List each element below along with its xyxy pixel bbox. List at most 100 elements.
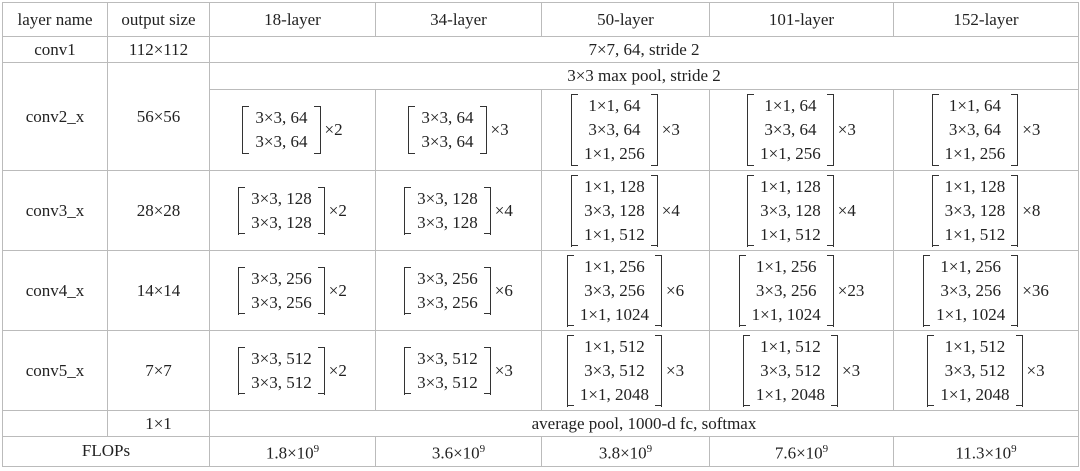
bracket: 1×1, 64 3×3, 64 1×1, 256 bbox=[931, 94, 1019, 166]
table-row: 1×1 average pool, 1000-d fc, softmax bbox=[2, 410, 1079, 437]
flops-cell: 3.8×109 bbox=[541, 436, 710, 467]
layer-spec: 1×1, 512 bbox=[760, 224, 821, 244]
header-cell: 101-layer bbox=[709, 2, 894, 37]
block: 1×1, 512 3×3, 512 1×1, 2048 ×3 bbox=[566, 334, 685, 407]
block: 3×3, 64 3×3, 64 ×3 bbox=[408, 106, 509, 154]
layer-spec: 3×3, 128 bbox=[760, 200, 821, 220]
repeat: ×3 bbox=[837, 120, 856, 139]
block-cell: 3×3, 512 3×3, 512 ×2 bbox=[209, 330, 376, 411]
layer-spec: 3×3, 512 bbox=[944, 360, 1006, 380]
flops-cell: 3.6×109 bbox=[375, 436, 542, 467]
header-cell: 50-layer bbox=[541, 2, 710, 37]
block: 3×3, 128 3×3, 128 ×2 bbox=[238, 186, 347, 235]
bracket: 1×1, 256 3×3, 256 1×1, 1024 bbox=[923, 254, 1019, 327]
header-cell: 152-layer bbox=[893, 2, 1079, 37]
bracket: 3×3, 128 3×3, 128 bbox=[238, 186, 325, 235]
repeat: ×3 bbox=[1022, 120, 1041, 139]
layer-name: conv2_x bbox=[2, 62, 108, 171]
block-cell: 3×3, 128 3×3, 128 ×4 bbox=[375, 170, 542, 251]
repeat: ×4 bbox=[494, 200, 513, 220]
spec-cell: 7×7, 64, stride 2 bbox=[209, 36, 1079, 63]
table-row: layer name output size 18-layer 34-layer 50-… bbox=[2, 2, 1079, 37]
layer-spec: 3×3, 256 bbox=[584, 280, 645, 300]
layer-spec: 1×1, 256 bbox=[584, 144, 645, 163]
layer-spec: 1×1, 1024 bbox=[936, 304, 1006, 324]
layer-spec: 3×3, 512 bbox=[251, 348, 312, 368]
layer-spec: 1×1, 64 bbox=[948, 96, 1001, 115]
layer-spec: 3×3, 256 bbox=[940, 280, 1001, 300]
block: 3×3, 512 3×3, 512 ×3 bbox=[404, 346, 513, 395]
header-cell: layer name bbox=[2, 2, 108, 37]
repeat: ×2 bbox=[328, 200, 347, 220]
repeat: ×3 bbox=[490, 120, 509, 139]
block: 1×1, 256 3×3, 256 1×1, 1024 ×23 bbox=[738, 254, 864, 327]
block: 3×3, 256 3×3, 256 ×2 bbox=[238, 266, 347, 315]
layer-spec: 1×1, 128 bbox=[760, 176, 821, 196]
repeat: ×36 bbox=[1022, 280, 1049, 300]
layer-spec: 1×1, 64 bbox=[764, 96, 817, 115]
block: 3×3, 256 3×3, 256 ×6 bbox=[404, 266, 513, 315]
bracket: 1×1, 128 3×3, 128 1×1, 512 bbox=[747, 174, 834, 247]
layer-spec: 3×3, 128 bbox=[251, 188, 312, 208]
block: 1×1, 128 3×3, 128 1×1, 512 ×8 bbox=[931, 174, 1040, 247]
repeat: ×6 bbox=[666, 280, 685, 300]
repeat: ×3 bbox=[842, 360, 861, 380]
block-cell: 1×1, 256 3×3, 256 1×1, 1024 ×23 bbox=[709, 250, 894, 331]
block-cell: 1×1, 512 3×3, 512 1×1, 2048 ×3 bbox=[893, 330, 1079, 411]
layer-spec: 3×3, 64 bbox=[764, 120, 817, 139]
bracket: 1×1, 128 3×3, 128 1×1, 512 bbox=[931, 174, 1019, 247]
layer-spec: 3×3, 256 bbox=[755, 280, 817, 300]
repeat: ×4 bbox=[661, 200, 680, 220]
layer-spec: 1×1, 256 bbox=[760, 144, 821, 163]
layer-spec: 3×3, 64 bbox=[588, 120, 641, 139]
spec-cell: 3×3 max pool, stride 2 bbox=[209, 62, 1079, 90]
flops-base: 11.3×10 bbox=[955, 443, 1012, 463]
header-cell: 34-layer bbox=[375, 2, 542, 37]
output-size: 7×7 bbox=[107, 330, 210, 411]
layer-spec: 3×3, 128 bbox=[584, 200, 645, 220]
layer-name bbox=[2, 410, 108, 437]
layer-spec: 3×3, 64 bbox=[255, 108, 308, 127]
block-cell: 1×1, 64 3×3, 64 1×1, 256 ×3 bbox=[541, 89, 710, 171]
table-row: FLOPs 1.8×109 3.6×109 3.8×109 7.6×109 11.3×10… bbox=[2, 436, 1079, 467]
table-row: conv2_x 56×56 3×3 max pool, stride 2 bbox=[2, 62, 1079, 171]
block: 1×1, 512 3×3, 512 1×1, 2048 ×3 bbox=[742, 334, 861, 407]
block-cell: 1×1, 256 3×3, 256 1×1, 1024 ×6 bbox=[541, 250, 710, 331]
block: 3×3, 128 3×3, 128 ×4 bbox=[404, 186, 513, 235]
layer-spec: 1×1, 1024 bbox=[579, 304, 649, 324]
block: 1×1, 128 3×3, 128 1×1, 512 ×4 bbox=[571, 174, 680, 247]
block-cell: 1×1, 128 3×3, 128 1×1, 512 ×4 bbox=[541, 170, 710, 251]
repeat: ×3 bbox=[666, 360, 685, 380]
block: 1×1, 128 3×3, 128 1×1, 512 ×4 bbox=[747, 174, 856, 247]
layer-spec: 3×3, 512 bbox=[417, 372, 478, 392]
bracket: 1×1, 256 3×3, 256 1×1, 1024 bbox=[566, 254, 662, 327]
output-size: 28×28 bbox=[107, 170, 210, 251]
table-row: conv4_x 14×14 3×3, 256 3×3, 256 ×2 3×3, 256 3×… bbox=[2, 250, 1079, 331]
layer-name: conv5_x bbox=[2, 330, 108, 411]
layer-spec: 3×3, 256 bbox=[251, 292, 312, 312]
layer-spec: 3×3, 256 bbox=[417, 268, 478, 288]
repeat: ×3 bbox=[1026, 360, 1045, 380]
repeat: ×3 bbox=[661, 120, 680, 139]
bracket: 3×3, 512 3×3, 512 bbox=[404, 346, 491, 395]
layer-name: conv1 bbox=[2, 36, 108, 63]
layer-spec: 1×1, 2048 bbox=[755, 384, 825, 404]
flops-base: 7.6×10 bbox=[774, 443, 823, 463]
output-size: 14×14 bbox=[107, 250, 210, 331]
bracket: 3×3, 64 3×3, 64 bbox=[408, 106, 487, 154]
layer-spec: 1×1, 128 bbox=[584, 176, 645, 196]
layer-spec: 3×3, 128 bbox=[417, 212, 478, 232]
layer-name: conv4_x bbox=[2, 250, 108, 331]
block-cell: 3×3, 64 3×3, 64 ×2 bbox=[209, 89, 376, 171]
spec-cell: average pool, 1000-d fc, softmax bbox=[209, 410, 1079, 437]
block-cell: 3×3, 128 3×3, 128 ×2 bbox=[209, 170, 376, 251]
layer-spec: 1×1, 2048 bbox=[940, 384, 1010, 404]
flops-exponent: 9 bbox=[479, 443, 486, 455]
block-cell: 1×1, 512 3×3, 512 1×1, 2048 ×3 bbox=[541, 330, 710, 411]
bracket: 1×1, 128 3×3, 128 1×1, 512 bbox=[571, 174, 658, 247]
output-size: 112×112 bbox=[107, 36, 210, 63]
layer-spec: 1×1, 512 bbox=[944, 336, 1006, 356]
table-row: conv3_x 28×28 3×3, 128 3×3, 128 ×2 3×3, 128 3×… bbox=[2, 170, 1079, 251]
layer-spec: 3×3, 256 bbox=[251, 268, 312, 288]
